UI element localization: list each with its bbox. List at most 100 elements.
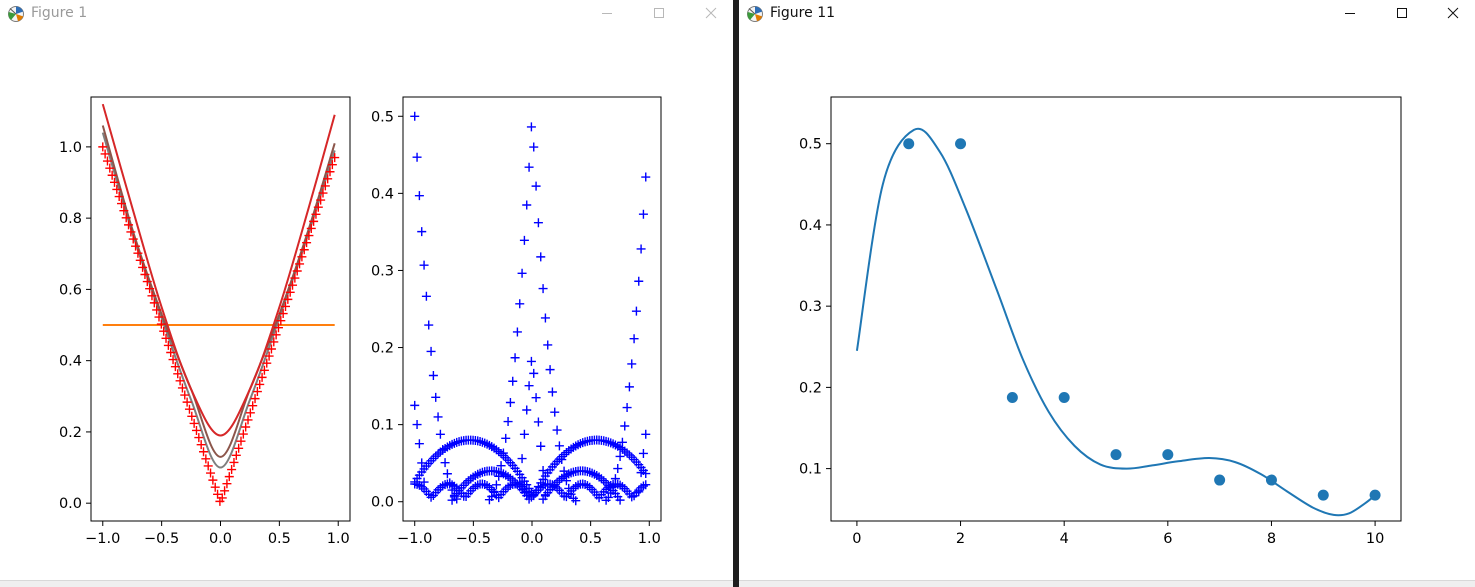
data-point [135, 255, 145, 265]
data-point [114, 192, 124, 202]
data-point [269, 337, 279, 347]
figure-1-window: Figure 1 −1.0 −0.5 0.0 0.5 1.0 0.0 0.2 0.4 0.6 0.… [0, 0, 733, 587]
close-button[interactable] [1429, 0, 1475, 28]
data-point [149, 298, 159, 308]
data-point [424, 320, 434, 330]
data-point [524, 162, 534, 172]
data-point [288, 280, 298, 290]
data-point [327, 160, 337, 170]
data-point [283, 294, 293, 304]
data-point [536, 252, 546, 262]
data-point [1369, 489, 1381, 501]
figure-11-toolbar-strip [739, 580, 1475, 587]
data-point [426, 346, 436, 356]
data-point [102, 156, 112, 166]
data-point [475, 468, 485, 478]
data-point [273, 323, 283, 333]
fit-curve [855, 127, 1376, 517]
data-point [636, 244, 646, 254]
x-tick-label: 0.5 [579, 531, 602, 547]
maximize-button[interactable] [635, 0, 681, 28]
data-point [217, 493, 227, 503]
data-point [587, 468, 597, 478]
data-point [112, 184, 122, 194]
data-point [173, 369, 183, 379]
maximize-button[interactable] [1378, 0, 1424, 28]
data-point [631, 306, 641, 316]
data-point [491, 480, 501, 490]
y-tick-label: 0.8 [59, 211, 82, 227]
axes-0: −1.0 −0.5 0.0 0.5 1.0 0.0 0.2 0.4 0.6 0.8 1.0 [59, 96, 351, 547]
series-line-1 [101, 132, 336, 469]
series-line-2 [101, 125, 336, 458]
data-point [1110, 449, 1122, 461]
data-point [257, 372, 267, 382]
data-point [297, 252, 307, 262]
data-point [419, 260, 429, 270]
y-tick-label: 0.4 [59, 354, 82, 370]
data-point [252, 387, 262, 397]
data-point [641, 429, 651, 439]
data-point [175, 376, 185, 386]
figure-1-toolbar-strip [0, 580, 733, 587]
data-point [140, 270, 150, 280]
data-point [517, 454, 527, 464]
data-point [266, 344, 276, 354]
x-tick-label: 4 [1060, 531, 1069, 547]
data-point [285, 287, 295, 297]
data-point [543, 340, 553, 350]
marker-series-0 [410, 111, 651, 506]
data-point [278, 309, 288, 319]
y-tick-label: 0.6 [59, 282, 82, 298]
x-tick-label: −0.5 [144, 531, 179, 547]
data-point [299, 245, 309, 255]
data-point [163, 340, 173, 350]
data-point [320, 181, 330, 191]
data-point [107, 170, 117, 180]
matplotlib-figure-icon [8, 6, 24, 22]
data-point [624, 382, 634, 392]
x-tick-label: 0.5 [268, 531, 291, 547]
data-point [264, 351, 274, 361]
data-point [241, 422, 251, 432]
x-tick-label: 0.0 [520, 531, 543, 547]
data-point [545, 365, 555, 375]
minimize-button[interactable] [1326, 0, 1372, 28]
data-point [519, 235, 529, 245]
data-point [142, 277, 152, 287]
figure-11-titlebar[interactable]: Figure 11 [739, 0, 1475, 28]
marker-series-4 [98, 142, 340, 506]
x-tick-label: 6 [1163, 531, 1172, 547]
data-point [170, 362, 180, 372]
data-point [100, 149, 110, 159]
data-point [533, 417, 543, 427]
figure-1-title: Figure 1 [31, 5, 88, 21]
close-button[interactable] [687, 0, 733, 28]
data-point [238, 429, 248, 439]
data-point [262, 358, 272, 368]
x-tick-label: 1.0 [638, 531, 661, 547]
data-point [412, 152, 422, 162]
data-point [638, 448, 648, 458]
data-point [634, 276, 644, 286]
x-tick-label: 2 [956, 531, 965, 547]
data-point [501, 433, 511, 443]
data-point [196, 440, 206, 450]
x-tick-label: 1.0 [327, 531, 350, 547]
minimize-icon [1345, 13, 1355, 14]
minimize-icon [602, 13, 612, 14]
figure-1-titlebar[interactable]: Figure 1 [0, 0, 733, 28]
data-point [304, 231, 314, 241]
data-point [166, 347, 176, 357]
window-divider [733, 0, 739, 587]
data-point [410, 400, 420, 410]
data-point [414, 439, 424, 449]
minimize-button[interactable] [583, 0, 629, 28]
data-point [138, 262, 148, 272]
data-point [538, 466, 548, 476]
data-point [428, 371, 438, 381]
data-point [547, 387, 557, 397]
data-point [417, 458, 427, 468]
data-point [330, 153, 340, 163]
data-point [554, 441, 564, 451]
